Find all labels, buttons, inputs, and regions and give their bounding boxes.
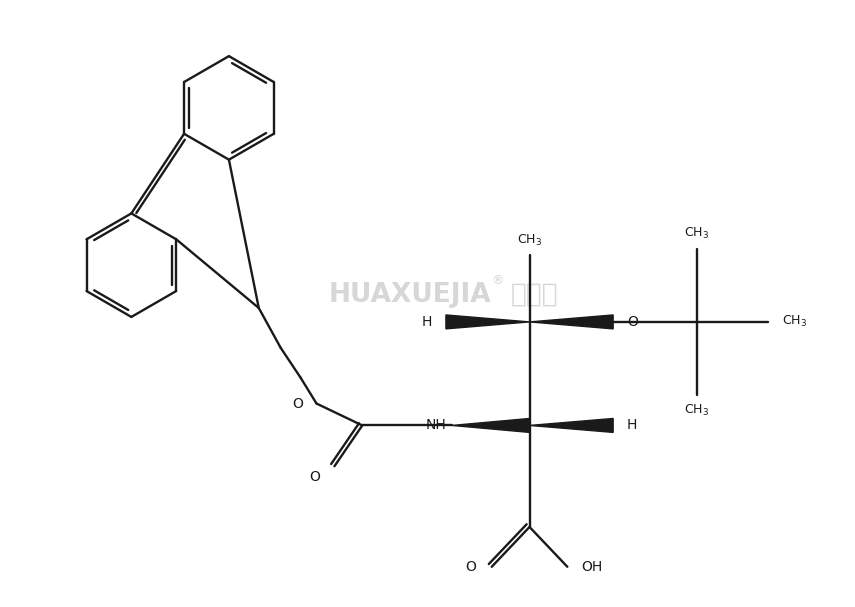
Polygon shape <box>446 315 529 329</box>
Text: 化学加: 化学加 <box>510 282 558 308</box>
Text: CH$_3$: CH$_3$ <box>684 402 710 418</box>
Text: O: O <box>465 560 475 574</box>
Text: CH$_3$: CH$_3$ <box>684 226 710 242</box>
Text: H: H <box>422 315 432 329</box>
Text: O: O <box>292 396 304 410</box>
Text: O: O <box>310 470 321 484</box>
Text: NH: NH <box>425 418 446 432</box>
Text: H: H <box>627 418 638 432</box>
Text: OH: OH <box>581 560 603 574</box>
Polygon shape <box>452 418 529 432</box>
Polygon shape <box>529 315 613 329</box>
Text: ®: ® <box>492 274 504 287</box>
Text: CH$_3$: CH$_3$ <box>517 233 542 248</box>
Polygon shape <box>529 418 613 432</box>
Text: O: O <box>627 315 638 329</box>
Text: HUAXUEJIA: HUAXUEJIA <box>329 282 492 308</box>
Text: CH$_3$: CH$_3$ <box>782 314 807 330</box>
